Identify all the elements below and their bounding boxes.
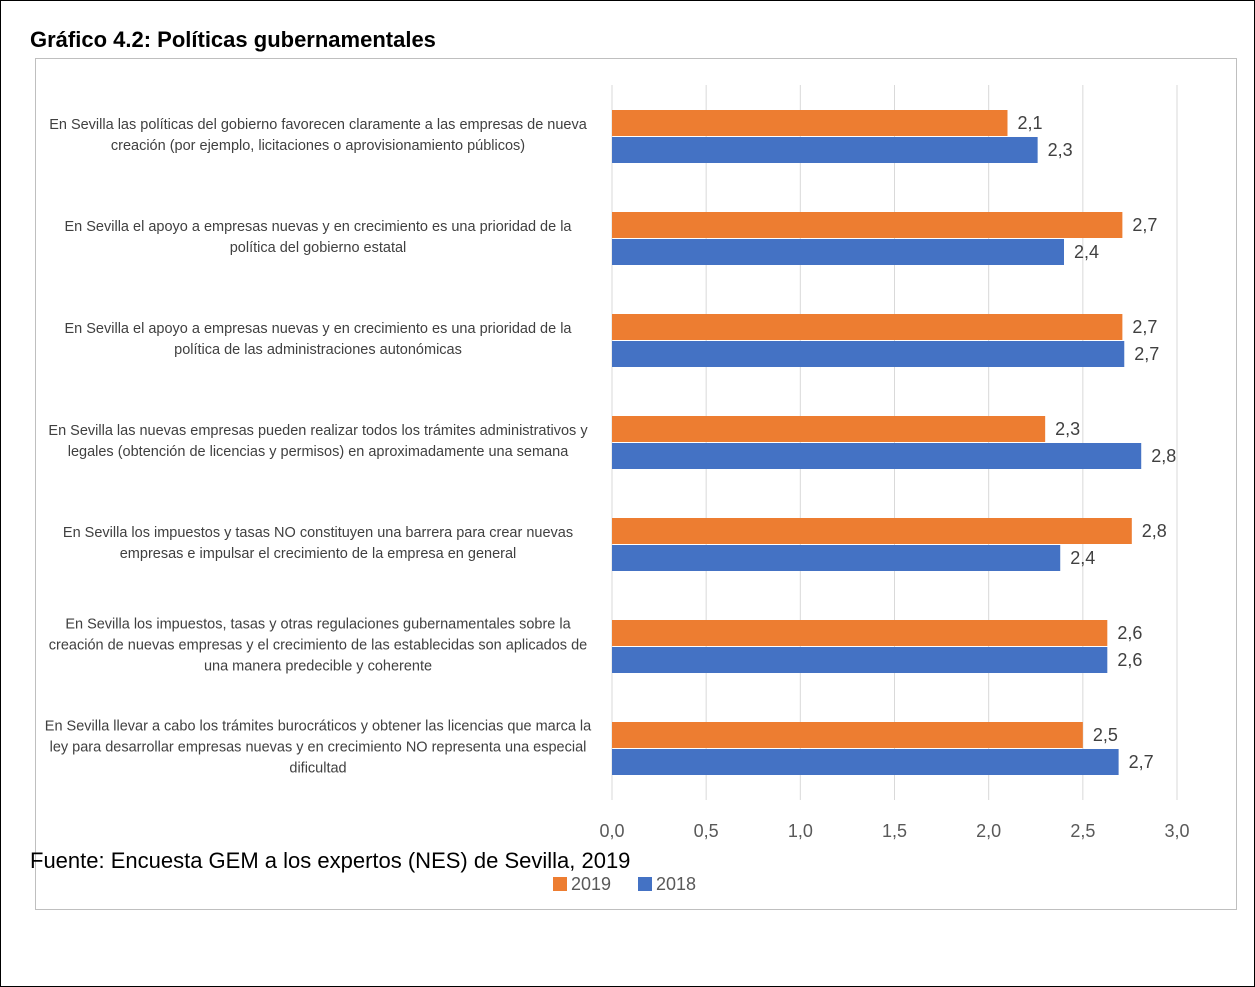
bar bbox=[612, 647, 1108, 673]
bar bbox=[612, 443, 1142, 469]
bar bbox=[612, 416, 1046, 442]
data-label: 2,7 bbox=[1132, 317, 1157, 337]
data-label: 2,4 bbox=[1074, 242, 1099, 262]
category-label: En Sevilla las políticas del gobierno fa… bbox=[49, 117, 587, 154]
category-label: En Sevilla los impuestos, tasas y otras … bbox=[48, 616, 588, 675]
bar bbox=[612, 518, 1132, 544]
data-label: 2,3 bbox=[1055, 419, 1080, 439]
category-label: En Sevilla llevar a cabo los trámites bu… bbox=[44, 718, 592, 777]
category-label: En Sevilla el apoyo a empresas nuevas y … bbox=[64, 321, 572, 358]
chart-area bbox=[35, 58, 1237, 910]
source-note: Fuente: Encuesta GEM a los expertos (NES… bbox=[30, 848, 631, 873]
x-tick-label: 1,5 bbox=[882, 821, 907, 841]
data-label: 2,5 bbox=[1093, 725, 1118, 745]
data-label: 2,4 bbox=[1070, 548, 1095, 568]
bar bbox=[612, 722, 1083, 748]
bar bbox=[612, 110, 1008, 136]
data-label: 2,8 bbox=[1151, 446, 1176, 466]
data-label: 2,6 bbox=[1117, 623, 1142, 643]
data-label: 2,6 bbox=[1117, 650, 1142, 670]
legend-label: 2019 bbox=[571, 874, 611, 894]
category-label: En Sevilla las nuevas empresas pueden re… bbox=[48, 423, 588, 460]
chart-title: Gráfico 4.2: Políticas gubernamentales bbox=[30, 27, 436, 52]
x-tick-label: 0,5 bbox=[694, 821, 719, 841]
bar bbox=[612, 749, 1119, 775]
bar bbox=[612, 314, 1123, 340]
x-tick-label: 0,0 bbox=[599, 821, 624, 841]
bar bbox=[612, 341, 1125, 367]
data-label: 2,3 bbox=[1048, 140, 1073, 160]
bar bbox=[612, 545, 1061, 571]
x-tick-label: 2,5 bbox=[1070, 821, 1095, 841]
bar bbox=[612, 212, 1123, 238]
legend-swatch bbox=[638, 877, 652, 891]
data-label: 2,7 bbox=[1129, 752, 1154, 772]
x-tick-label: 1,0 bbox=[788, 821, 813, 841]
bar bbox=[612, 620, 1108, 646]
data-label: 2,7 bbox=[1132, 215, 1157, 235]
x-tick-label: 2,0 bbox=[976, 821, 1001, 841]
legend-label: 2018 bbox=[656, 874, 696, 894]
category-label: En Sevilla los impuestos y tasas NO cons… bbox=[62, 525, 574, 562]
data-label: 2,1 bbox=[1018, 113, 1043, 133]
data-label: 2,7 bbox=[1134, 344, 1159, 364]
category-label: En Sevilla el apoyo a empresas nuevas y … bbox=[64, 219, 572, 256]
x-tick-label: 3,0 bbox=[1164, 821, 1189, 841]
data-label: 2,8 bbox=[1142, 521, 1167, 541]
legend-swatch bbox=[553, 877, 567, 891]
bar bbox=[612, 137, 1038, 163]
bar bbox=[612, 239, 1064, 265]
